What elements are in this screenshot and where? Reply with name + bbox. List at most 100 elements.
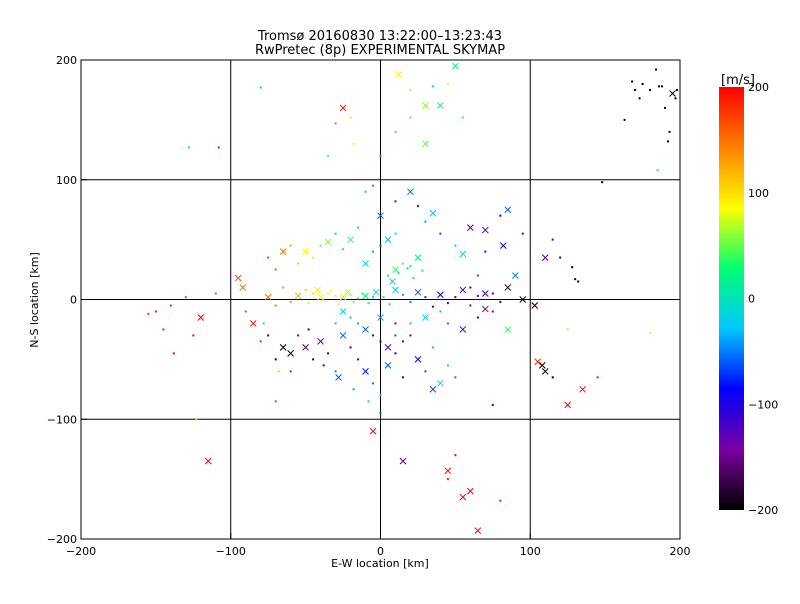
data-point-x [392,266,399,273]
data-point-x [384,344,392,351]
data-point-x [504,284,512,291]
data-point-x [414,288,422,296]
data-point-dot [401,376,404,379]
colorbar-tick-label: 100 [748,187,769,200]
data-point-x [538,362,546,369]
data-point-dot [469,286,472,289]
data-point-dot [386,274,389,277]
data-point-dot [154,310,157,313]
data-point-dot [289,370,292,373]
colorbar-tick-label: 200 [748,81,769,94]
data-point-dot [195,418,198,421]
chart-title: Tromsø 20160830 13:22:00–13:23:43 [257,29,502,44]
data-point-dot [352,388,355,391]
data-point-x [204,457,212,465]
y-tick-label: 100 [56,174,77,187]
data-point-x [499,242,507,249]
data-point-dot [431,346,434,349]
data-point-dot [304,288,307,291]
data-point-x [377,314,384,321]
data-point-dot [394,200,397,203]
data-point-dot [312,358,315,361]
data-point-dot [349,316,352,319]
data-point-dot [421,269,424,272]
data-point-dot [424,220,427,223]
data-point-x [466,224,474,232]
data-point-dot [658,85,661,88]
data-point-dot [394,334,397,337]
data-point-dot [668,130,671,133]
data-point-dot [446,478,449,481]
data-point-x [362,326,369,333]
data-point-dot [372,250,375,253]
data-point-dot [322,299,325,302]
data-point-dot [409,300,412,303]
data-point-x [504,206,512,214]
data-point-dot [401,262,404,265]
data-point-x [579,385,587,393]
data-point-dot [649,332,652,335]
data-point-dot [446,322,449,325]
data-point-x [669,90,676,97]
colorbar-tick-label: −200 [748,504,778,517]
data-point-dot [454,454,457,457]
data-point-dot [551,376,554,379]
data-point-dot [664,106,667,109]
y-tick-label: −200 [47,533,77,546]
data-point-x [384,362,392,369]
data-points [147,62,679,534]
data-point-x [504,326,512,333]
data-point-dot [566,328,569,331]
data-point-dot [282,286,285,289]
data-point-x [534,358,542,366]
data-point-dot [307,302,310,305]
data-point-dot [431,305,434,308]
data-point-dot [491,292,494,295]
data-point-dot [361,292,364,295]
data-point-x [437,379,444,387]
colorbar [719,87,744,510]
x-tick-label: 0 [377,545,384,558]
data-point-x [531,302,539,309]
data-point-dot [357,322,360,325]
data-point-x [324,238,332,246]
data-point-dot [397,272,400,275]
data-point-x [389,278,396,285]
data-point-dot [162,328,165,331]
data-point-dot [382,296,385,299]
data-point-x [317,293,324,301]
data-point-dot [349,346,352,349]
data-point-dot [214,292,217,295]
data-point-x [422,314,429,321]
data-point-dot [571,266,574,269]
data-point-x [474,527,482,534]
data-point-x [459,493,467,501]
data-point-x [564,401,572,409]
data-point-dot [406,267,409,270]
data-point-dot [649,88,652,91]
data-point-dot [259,340,262,343]
data-point-x [444,467,452,475]
data-point-dot [379,154,382,157]
data-point-dot [409,264,412,267]
data-point-dot [322,364,325,367]
data-point-dot [274,358,277,361]
data-point-dot [491,403,494,406]
data-point-dot [409,116,412,119]
data-point-dot [379,412,382,415]
data-point-dot [259,86,262,89]
data-point-x [395,71,402,78]
data-point-dot [297,262,300,265]
data-point-x [317,338,324,345]
data-point-dot [424,296,427,299]
data-point-dot [289,244,292,247]
y-tick-label: −100 [47,413,77,426]
data-point-x [519,296,527,303]
data-point-dot [192,334,195,337]
data-point-dot [267,334,270,337]
data-point-dot [330,290,333,293]
data-point-x [377,212,384,220]
data-point-x [197,314,205,321]
